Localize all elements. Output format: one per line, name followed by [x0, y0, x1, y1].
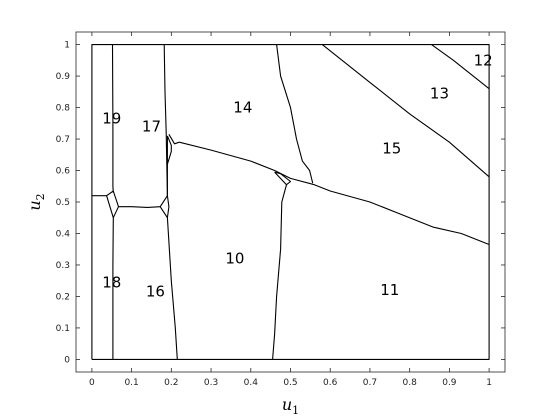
- x-axis-label-var: u: [282, 395, 292, 414]
- x-axis-label: u1: [282, 395, 299, 417]
- y-axis-label: u2: [25, 193, 47, 210]
- y-tick-label: 0.8: [56, 104, 71, 114]
- region-label-10: 10: [225, 250, 244, 268]
- boundary-left-vertical: [111, 44, 114, 193]
- region-labels: 19 17 14 13 12 15 10 18 16 11: [102, 51, 492, 300]
- y-tick-label: 0.5: [56, 198, 70, 208]
- y-tick-label: 1: [64, 41, 70, 51]
- x-tick-label: 0.8: [403, 378, 418, 388]
- y-tick-label: 0.1: [56, 324, 70, 334]
- region-label-16: 16: [146, 283, 165, 301]
- boundary-middle-junction: [274, 171, 292, 186]
- y-axis-label-sub: 2: [34, 193, 47, 200]
- region-label-17: 17: [142, 117, 161, 135]
- x-axis-label-sub: 1: [292, 404, 299, 417]
- boundary-middle-left-vertical-upper: [163, 44, 168, 196]
- x-tick-label: 0.2: [164, 378, 178, 388]
- y-axis-ticks: 0 0.1 0.2 0.3 0.4 0.5 0.6 0.7 0.8 0.9 1: [56, 41, 505, 365]
- boundary-main-descending-line: [179, 141, 490, 246]
- x-tick-label: 1: [486, 378, 492, 388]
- y-tick-label: 0.3: [56, 261, 70, 271]
- x-axis-ticks: 0 0.1 0.2 0.3 0.4 0.5 0.6 0.7 0.8 0.9 1: [89, 32, 492, 388]
- boundary-upper-middle-vertical: [276, 44, 314, 184]
- boundary-frame: [91, 44, 490, 360]
- x-tick-label: 0.9: [442, 378, 457, 388]
- x-tick-label: 0.4: [244, 378, 259, 388]
- y-tick-label: 0.6: [56, 167, 71, 177]
- region-boundaries: [91, 44, 490, 360]
- boundary-inner-horizontal: [118, 206, 161, 208]
- boundary-upper-left-shortcut: [166, 135, 172, 165]
- x-tick-label: 0.1: [124, 378, 138, 388]
- region-label-18: 18: [102, 273, 121, 291]
- region-label-13: 13: [430, 84, 449, 102]
- boundary-lower-middle-vertical: [272, 184, 288, 360]
- region-label-14: 14: [233, 99, 252, 117]
- y-tick-label: 0.2: [56, 292, 70, 302]
- boundary-middle-left-vertical-lower: [166, 217, 178, 360]
- region-label-11: 11: [380, 281, 399, 299]
- region-label-19: 19: [102, 110, 121, 128]
- boundary-upper-junction: [168, 134, 180, 145]
- boundary-diagonal-15: [321, 44, 490, 178]
- x-tick-label: 0.3: [204, 378, 218, 388]
- y-tick-label: 0: [64, 355, 70, 365]
- region-label-12: 12: [474, 51, 493, 69]
- y-axis-label-var: u: [25, 200, 44, 210]
- x-tick-label: 0: [89, 378, 95, 388]
- y-tick-label: 0.9: [56, 72, 71, 82]
- x-tick-label: 0.7: [363, 378, 377, 388]
- y-tick-label: 0.4: [56, 229, 71, 239]
- x-tick-label: 0.6: [323, 378, 338, 388]
- boundary-middle-left-junction: [159, 195, 170, 219]
- x-tick-label: 0.5: [283, 378, 297, 388]
- y-tick-label: 0.7: [56, 135, 70, 145]
- boundary-diagonal-13: [431, 44, 490, 90]
- region-label-15: 15: [382, 139, 401, 157]
